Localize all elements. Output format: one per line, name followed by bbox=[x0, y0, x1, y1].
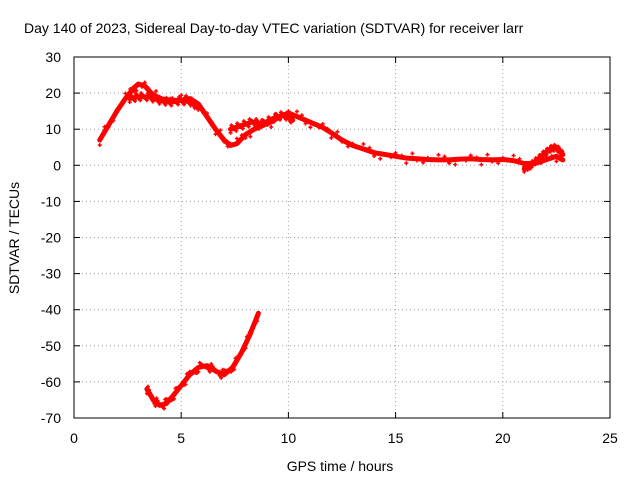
axis-ticks: 0 5 10 15 20 25 -70 -60 -50 -40 -30 -20 -10 0 10 20 30 bbox=[41, 49, 618, 446]
series-4 bbox=[521, 142, 566, 174]
x-tick-label: 10 bbox=[281, 430, 297, 446]
series-2-extra bbox=[228, 110, 296, 135]
x-tick-label: 15 bbox=[388, 430, 404, 446]
series-layer bbox=[97, 80, 566, 411]
y-tick-label: 0 bbox=[53, 157, 61, 173]
y-tick-label: 10 bbox=[45, 121, 61, 137]
series-1-line bbox=[97, 81, 566, 166]
y-tick-label: -70 bbox=[41, 410, 61, 426]
y-tick-label: -40 bbox=[41, 302, 61, 318]
y-tick-label: -30 bbox=[41, 266, 61, 282]
series-3-line bbox=[144, 310, 261, 408]
series-2 bbox=[127, 91, 201, 112]
x-tick-label: 0 bbox=[70, 430, 78, 446]
y-axis-label: SDTVAR / TECUs bbox=[6, 182, 22, 294]
series-3 bbox=[144, 310, 261, 411]
y-tick-label: -10 bbox=[41, 193, 61, 209]
grid bbox=[74, 57, 610, 418]
x-tick-label: 20 bbox=[495, 430, 511, 446]
y-tick-label: 20 bbox=[45, 85, 61, 101]
series-1 bbox=[97, 80, 566, 171]
x-tick-label: 25 bbox=[602, 430, 618, 446]
y-tick-label: 30 bbox=[45, 49, 61, 65]
chart-title: Day 140 of 2023, Sidereal Day-to-day VTE… bbox=[24, 20, 524, 36]
x-axis-label: GPS time / hours bbox=[287, 458, 394, 474]
x-tick-label: 5 bbox=[177, 430, 185, 446]
y-tick-label: -20 bbox=[41, 230, 61, 246]
y-tick-label: -50 bbox=[41, 338, 61, 354]
y-tick-label: -60 bbox=[41, 374, 61, 390]
